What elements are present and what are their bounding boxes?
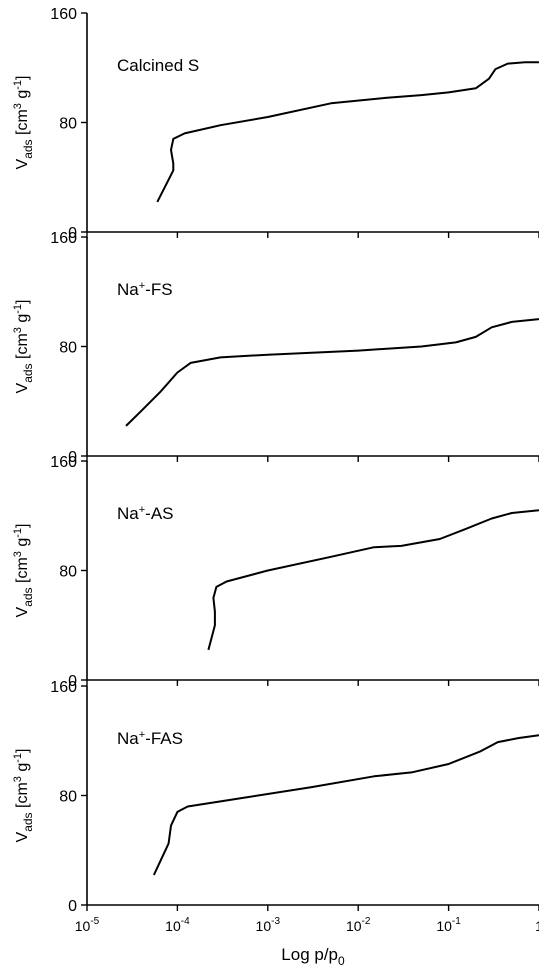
y-axis-title-unit-sup: -1 xyxy=(12,753,24,763)
x-tick-label-exponent: -5 xyxy=(90,916,99,927)
x-tick-label-exponent: -2 xyxy=(362,916,371,927)
panel-3: 0 80 160 Vads [cm3 g-1] Na+-AS xyxy=(12,454,539,690)
panel-label-rest: -AS xyxy=(145,504,173,523)
x-axis: 10-510-410-310-210-11 xyxy=(75,916,539,934)
x-tick-label-base: 10 xyxy=(75,918,91,934)
y-tick-label: 80 xyxy=(59,340,77,357)
y-axis-title-unit: ] xyxy=(14,749,31,753)
y-tick-label: 160 xyxy=(50,6,77,23)
y-tick-label: 160 xyxy=(50,679,77,696)
x-tick-label-base: 10 xyxy=(256,918,272,934)
y-tick-label: 0 xyxy=(68,898,77,915)
x-tick-label-base: 10 xyxy=(346,918,362,934)
panel-4: 0 80 160 Vads [cm3 g-1] Na+-FAS xyxy=(12,679,539,915)
y-axis-title-unit-sup: -1 xyxy=(12,528,24,538)
y-axis-title-subscript: ads xyxy=(21,587,35,606)
x-tick-label: 1 xyxy=(535,918,539,934)
y-axis-title-main: V xyxy=(14,606,31,617)
y-tick-label: 80 xyxy=(59,789,77,806)
y-axis-title-unit: [cm xyxy=(14,109,31,139)
y-tick-label: 160 xyxy=(50,454,77,471)
panel-label-sup: + xyxy=(139,504,145,516)
y-axis-title: Vads [cm3 g-1] xyxy=(12,749,35,843)
y-axis-title-unit: g xyxy=(14,538,31,551)
y-tick-label: 160 xyxy=(50,230,77,247)
y-axis-title-main: V xyxy=(14,382,31,393)
panel-label-main: Na xyxy=(117,280,139,299)
panel-label-main: Na xyxy=(117,729,139,748)
y-axis-title-subscript: ads xyxy=(21,363,35,382)
panel-label-rest: -FAS xyxy=(145,729,183,748)
x-tick-label-base: 10 xyxy=(165,918,181,934)
y-tick-label: 0 xyxy=(68,673,77,690)
panel-label: Na+-FS xyxy=(117,280,173,299)
y-axis-title-main: V xyxy=(14,831,31,842)
panel-label-main: Na xyxy=(117,504,139,523)
panel-label: Calcined S xyxy=(117,56,199,75)
x-axis-title-main: Log p/p xyxy=(281,945,338,964)
y-axis-title-unit: [cm xyxy=(14,557,31,587)
x-tick-label-exponent: -1 xyxy=(452,916,461,927)
x-tick-label: 10-2 xyxy=(346,916,371,934)
y-tick-label: 80 xyxy=(59,564,77,581)
y-axis-title-subscript: ads xyxy=(21,812,35,831)
x-tick-label: 10-4 xyxy=(165,916,190,934)
series-line xyxy=(156,61,539,203)
y-axis-title-unit: [cm xyxy=(14,782,31,812)
series-line xyxy=(125,318,539,427)
panel-label-sup: + xyxy=(139,729,145,741)
y-axis-title-unit: g xyxy=(14,763,31,776)
y-axis-title-unit: ] xyxy=(14,76,31,80)
y-axis-title-subscript: ads xyxy=(21,139,35,158)
panel-1: 0 80 160 Vads [cm3 g-1] Calcined S xyxy=(12,6,539,242)
x-tick-label: 10-3 xyxy=(256,916,281,934)
x-tick-label-base: 10 xyxy=(436,918,452,934)
y-axis-title-unit-sup: -1 xyxy=(12,80,24,90)
y-axis-title-main: V xyxy=(14,158,31,169)
y-axis-title-unit-sup: -1 xyxy=(12,304,24,314)
x-axis-title-subscript: 0 xyxy=(338,954,345,966)
y-tick-label: 80 xyxy=(59,116,77,133)
x-tick-label-exponent: -4 xyxy=(181,916,190,927)
panel-2: 0 80 160 Vads [cm3 g-1] Na+-FS xyxy=(12,230,539,466)
y-axis-title: Vads [cm3 g-1] xyxy=(12,300,35,394)
y-axis-title-unit: g xyxy=(14,90,31,103)
x-tick-label: 10-1 xyxy=(436,916,461,934)
panel-label-main: Calcined S xyxy=(117,56,199,75)
y-axis-title: Vads [cm3 g-1] xyxy=(12,524,35,618)
y-axis-title-unit: ] xyxy=(14,524,31,528)
x-tick-label: 10-5 xyxy=(75,916,100,934)
y-axis-title-unit: g xyxy=(14,314,31,327)
series-line xyxy=(207,509,539,651)
y-axis-title-unit-sup: 3 xyxy=(12,103,24,109)
panel-label-sup: + xyxy=(139,280,145,292)
y-tick-label: 0 xyxy=(68,225,77,242)
panel-label: Na+-FAS xyxy=(117,729,183,748)
series-line xyxy=(152,734,539,876)
x-axis-title: Log p/p0 xyxy=(281,945,345,966)
panel-label: Na+-AS xyxy=(117,504,174,523)
x-tick-label-base: 1 xyxy=(535,918,539,934)
x-tick-label-exponent: -3 xyxy=(271,916,280,927)
y-axis-title-unit: [cm xyxy=(14,333,31,363)
y-axis-title-unit-sup: 3 xyxy=(12,327,24,333)
y-tick-label: 0 xyxy=(68,449,77,466)
y-axis-title: Vads [cm3 g-1] xyxy=(12,76,35,170)
panel-label-rest: -FS xyxy=(145,280,172,299)
y-axis-title-unit: ] xyxy=(14,300,31,304)
y-axis-title-unit-sup: 3 xyxy=(12,551,24,557)
y-axis-title-unit-sup: 3 xyxy=(12,776,24,782)
